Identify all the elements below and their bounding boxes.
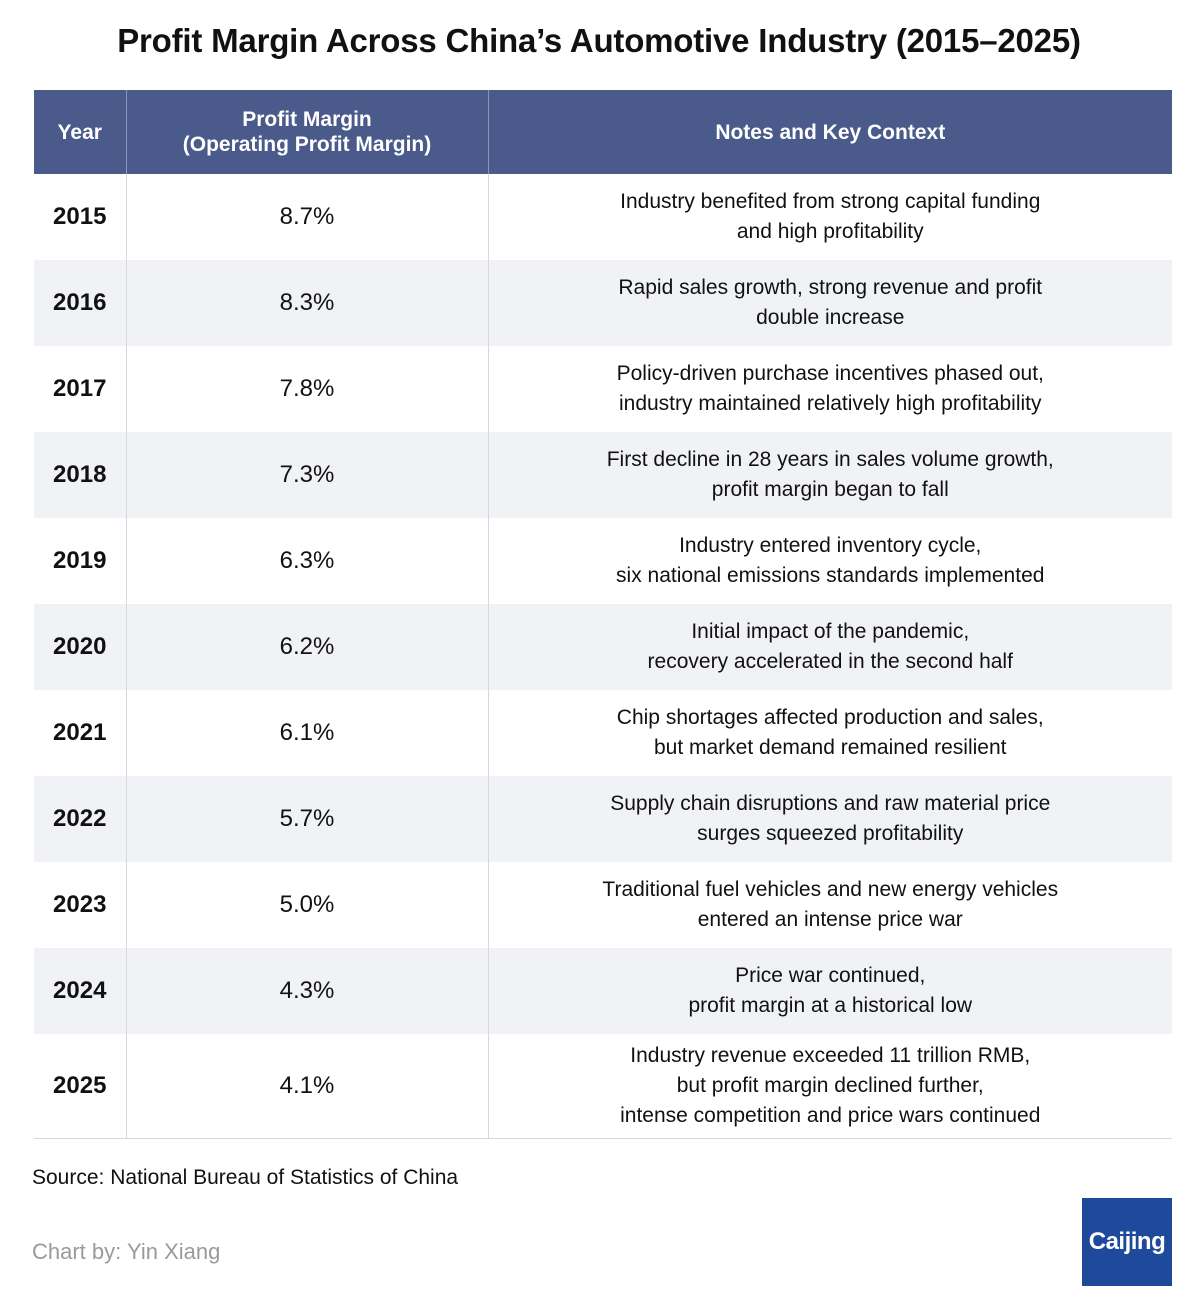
notes-cell: Industry entered inventory cycle, six nat… [487, 518, 1172, 604]
profit-margin-cell: 5.0% [125, 862, 488, 948]
source-label: Source: [32, 1166, 105, 1189]
table-row: 2022 5.7% Supply chain disruptions and raw… [34, 776, 1172, 862]
caijing-logo: Caijing [1082, 1198, 1172, 1286]
year-cell: 2021 [53, 719, 107, 746]
notes-cell: Policy-driven purchase incentives phased… [487, 346, 1172, 432]
chart-credit: Chart by: Yin Xiang [32, 1239, 220, 1265]
notes-cell: Supply chain disruptions and raw materia… [487, 776, 1172, 862]
credit-label: Chart by: [32, 1239, 122, 1264]
profit-margin-cell: 4.1% [125, 1034, 488, 1139]
note-line: six national emissions standards impleme… [616, 564, 1045, 587]
table-row: 2023 5.0% Traditional fuel vehicles and ne… [34, 862, 1172, 948]
note-line: industry maintained relatively high prof… [618, 392, 1042, 415]
table-header: Year Profit Margin (Operating Profit Mar… [34, 90, 1172, 174]
note-line: Policy-driven purchase incentives phased… [616, 362, 1044, 385]
profit-margin-cell: 7.8% [125, 346, 488, 432]
note-line: but market demand remained resilient [653, 736, 1007, 759]
notes-cell: Initial impact of the pandemic, recovery … [487, 604, 1172, 690]
header-year: Year [34, 90, 126, 174]
year-cell: 2020 [34, 604, 126, 690]
profit-margin-cell: 6.2% [125, 604, 488, 690]
note-line: recovery accelerated in the second half [647, 650, 1013, 673]
table-row: 2025 4.1% Industry revenue exceeded 11 tri… [34, 1034, 1172, 1139]
note-line: entered an intense price war [697, 908, 963, 931]
note-line: intense competition and price wars conti… [620, 1104, 1041, 1127]
note-line: Rapid sales growth, strong revenue and p… [618, 276, 1043, 299]
note-line: Price war continued, [735, 964, 926, 987]
notes-cell: First decline in 28 years in sales volum… [487, 432, 1172, 518]
note-line: profit margin at a historical low [688, 994, 973, 1017]
note-line: double increase [756, 306, 905, 329]
note-line: First decline in 28 years in sales volum… [606, 448, 1054, 471]
profit-margin-cell: 6.1% [125, 690, 488, 776]
year-cell: 2019 [53, 547, 107, 574]
note-line: Industry benefited from strong capital f… [620, 190, 1041, 213]
year-cell: 2025 [34, 1034, 126, 1139]
note-line: Initial impact of the pandemic, [691, 620, 970, 643]
note-line: Industry entered inventory cycle, [679, 534, 982, 557]
year-cell: 2024 [34, 948, 126, 1034]
header-notes: Notes and Key Context [487, 90, 1172, 174]
profit-margin-cell: 6.3% [125, 518, 488, 604]
profit-margin-cell: 4.3% [125, 948, 488, 1034]
note-line: Traditional fuel vehicles and new energy… [602, 878, 1059, 901]
notes-cell: Industry revenue exceeded 11 trillion RM… [487, 1034, 1172, 1139]
notes-cell: Chip shortages affected production and s… [487, 690, 1172, 776]
profit-margin-cell: 8.3% [125, 260, 488, 346]
notes-cell: Rapid sales growth, strong revenue and p… [487, 260, 1172, 346]
profit-margin-table: Year Profit Margin (Operating Profit Mar… [34, 90, 1172, 1139]
chart-title: Profit Margin Across China’s Automotive … [117, 22, 1081, 59]
note-line: but profit margin declined further, [676, 1074, 984, 1097]
source-note: Source: National Bureau of Statistics of… [32, 1166, 458, 1190]
note-line: and high profitability [736, 220, 924, 243]
year-cell: 2022 [34, 776, 126, 862]
note-line: Industry revenue exceeded 11 trillion RM… [630, 1044, 1031, 1067]
table-row: 2018 7.3% First decline in 28 years in sal… [34, 432, 1172, 518]
notes-cell: Price war continued, profit margin at a h… [487, 948, 1172, 1034]
table-row: 2024 4.3% Price war continued, profit margi… [34, 948, 1172, 1034]
table-row: 2016 8.3% Rapid sales growth, strong reven… [34, 260, 1172, 346]
table-row: 2019 6.3% Industry entered inventory cycle… [34, 518, 1172, 604]
credit-name: Yin Xiang [126, 1239, 221, 1264]
year-cell: 2016 [34, 260, 126, 346]
table-row: 2020 6.2% Initial impact of the pandemic, r… [34, 604, 1172, 690]
note-line: surges squeezed profitability [697, 822, 964, 845]
notes-cell: Traditional fuel vehicles and new energy… [487, 862, 1172, 948]
profit-margin-cell: 8.7% [125, 174, 488, 260]
header-row: Year Profit Margin (Operating Profit Mar… [34, 90, 1172, 174]
header-profit-margin-line2: (Operating Profit Margin) [182, 133, 432, 156]
source-text: National Bureau of Statistics of China [110, 1166, 459, 1189]
note-line: Supply chain disruptions and raw materia… [610, 792, 1051, 815]
year-cell: 2018 [34, 432, 126, 518]
year-cell: 2015 [53, 203, 107, 230]
table-row: 2017 7.8% Policy-driven purchase incentive… [34, 346, 1172, 432]
profit-margin-cell: 5.7% [125, 776, 488, 862]
year-cell: 2017 [53, 375, 107, 402]
table-row: 2015 8.7% Industry benefited from strong c… [34, 174, 1172, 260]
table-body: 2015 8.7% Industry benefited from strong c… [34, 174, 1172, 1139]
year-cell: 2023 [53, 891, 107, 918]
notes-cell: Industry benefited from strong capital f… [487, 174, 1172, 260]
header-profit-margin-line1: Profit Margin [242, 108, 372, 131]
header-profit-margin: Profit Margin (Operating Profit Margin) [125, 90, 488, 174]
note-line: Chip shortages affected production and s… [616, 706, 1044, 729]
table-row: 2021 6.1% Chip shortages affected producti… [34, 690, 1172, 776]
profit-margin-cell: 7.3% [125, 432, 488, 518]
note-line: profit margin began to fall [711, 478, 949, 501]
